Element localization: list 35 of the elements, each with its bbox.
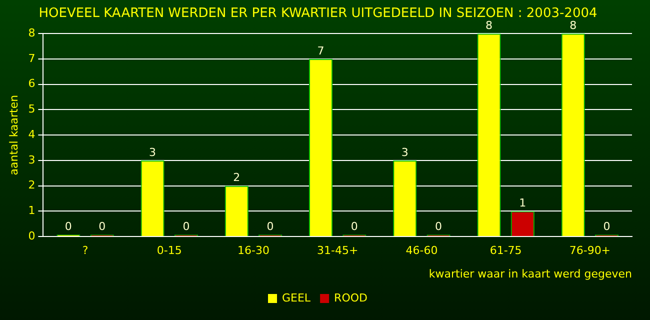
legend-label: GEEL [282,291,312,304]
x-tick-label: 0-15 [156,244,182,258]
data-label: 0 [435,220,442,233]
data-label: 0 [64,220,72,233]
data-label: 2 [233,171,240,184]
x-tick-label: 16-30 [238,244,270,258]
data-label: 8 [570,18,577,32]
data-label: 3 [401,146,408,159]
x-tick-label: 61-75 [490,244,522,258]
y-tick-label: 8 [28,26,36,40]
y-tick-label: 7 [28,52,36,65]
x-axis-title: kwartier waar in kaart werd gegeven [428,267,632,280]
data-label: 8 [486,18,493,32]
y-tick-label: 0 [28,229,36,242]
data-label: 0 [98,220,106,233]
x-tick-label: 31-45+ [317,244,358,258]
data-label: 0 [266,220,274,233]
data-label: 7 [317,44,324,58]
x-tick-label: 46-60 [406,244,438,258]
y-tick-label: 3 [28,153,36,166]
data-label: 0 [182,220,190,233]
data-label: 0 [603,220,610,233]
legend-label: ROOD [334,291,368,304]
y-tick-label: 5 [28,102,36,116]
y-tick-label: 4 [28,128,36,141]
chart-title: HOEVEEL KAARTEN WERDEN ER PER KWARTIER UITGEDEELD IN SEIZOEN : 2003-2004 [38,6,598,22]
y-tick-label: 1 [28,204,36,218]
x-tick-label: 76-90+ [569,244,611,258]
data-label: 0 [350,220,358,233]
x-tick-label: ? [82,244,88,258]
data-label: 3 [149,146,156,159]
data-label: 1 [519,196,526,210]
y-axis-title: aantal kaarten [7,94,20,176]
y-tick-label: 6 [28,77,36,90]
y-tick-label: 2 [28,178,36,192]
